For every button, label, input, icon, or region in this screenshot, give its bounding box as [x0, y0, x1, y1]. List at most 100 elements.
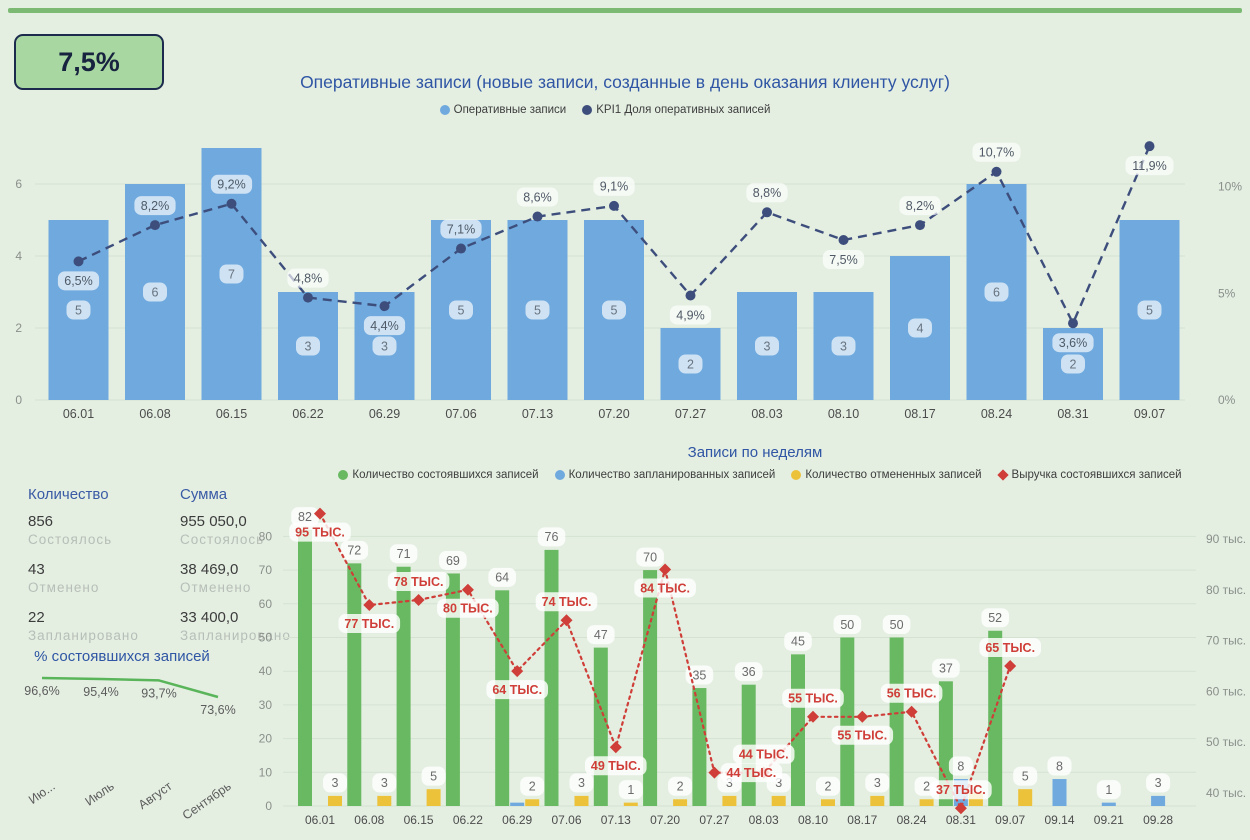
- bar-value-label-bg: [372, 336, 397, 356]
- bar-completed[interactable]: [692, 688, 707, 806]
- x-axis-label: 09.21: [1094, 813, 1124, 827]
- x-axis-label: 06.01: [305, 813, 335, 827]
- bar-cancelled[interactable]: [525, 799, 540, 806]
- bar-completed[interactable]: [347, 563, 362, 806]
- bar-value-label-bg: [668, 776, 693, 796]
- bar-cancelled[interactable]: [771, 795, 786, 806]
- point-kpi1-share[interactable]: [1144, 141, 1155, 152]
- point-kpi1-share[interactable]: [303, 292, 313, 303]
- point-revenue[interactable]: [905, 705, 918, 718]
- point-revenue[interactable]: [807, 710, 819, 723]
- kpi-value-label: 8,2%: [906, 199, 935, 213]
- bar-completed[interactable]: [544, 549, 559, 806]
- bar-value-label: 3: [332, 776, 339, 790]
- x-axis-label: 09.07: [995, 813, 1025, 827]
- kpi-card[interactable]: 7,5%: [14, 34, 164, 90]
- bar-planned[interactable]: [1052, 779, 1067, 806]
- revenue-value-label: 55 ТЫС.: [788, 692, 838, 706]
- point-kpi1-share[interactable]: [609, 200, 619, 211]
- bar-completed[interactable]: [791, 654, 805, 806]
- bar-completed[interactable]: [396, 566, 411, 806]
- revenue-value-label: 74 ТЫС.: [542, 595, 592, 609]
- bar-planned[interactable]: [1151, 795, 1166, 806]
- revenue-value-label-bg: [930, 780, 992, 800]
- revenue-value-label-bg: [979, 638, 1041, 657]
- bar-value-label: 3: [381, 776, 388, 790]
- right-axis-tick: 5%: [1218, 286, 1236, 300]
- right-axis-tick: 40 тыс.: [1206, 786, 1246, 800]
- bar-completed[interactable]: [445, 573, 460, 806]
- bar-completed[interactable]: [889, 637, 904, 807]
- point-kpi1-share[interactable]: [991, 166, 1002, 177]
- bar-planned[interactable]: [510, 802, 525, 806]
- point-revenue[interactable]: [461, 583, 474, 596]
- point-revenue[interactable]: [560, 614, 573, 627]
- summary-cell: 33 400,0 Запланировано: [180, 609, 291, 657]
- revenue-value-label: 84 ТЫС.: [640, 581, 690, 595]
- bar-value-label: 3: [381, 339, 388, 353]
- point-revenue[interactable]: [609, 741, 622, 754]
- legend-item-operational[interactable]: Оперативные записи: [439, 104, 566, 116]
- point-kpi1-share[interactable]: [73, 256, 84, 267]
- bar-cancelled[interactable]: [722, 795, 737, 806]
- bar-completed[interactable]: [988, 630, 1003, 806]
- bar-cancelled[interactable]: [1018, 789, 1033, 806]
- bar-completed[interactable]: [643, 570, 658, 806]
- point-revenue[interactable]: [314, 507, 326, 520]
- bar-completed[interactable]: [938, 681, 953, 806]
- point-revenue[interactable]: [856, 710, 869, 723]
- bar-cancelled[interactable]: [870, 795, 885, 806]
- point-kpi1-share[interactable]: [532, 211, 543, 222]
- right-axis-tick: 60 тыс.: [1206, 684, 1246, 698]
- legend-item-cancelled[interactable]: Количество отмененных записей: [791, 469, 982, 481]
- quantity-cancelled-value: 43: [28, 561, 45, 578]
- bar-cancelled[interactable]: [328, 795, 342, 806]
- legend-item-planned[interactable]: Количество запланированных записей: [554, 469, 775, 481]
- x-axis-label: 07.20: [598, 407, 629, 421]
- point-kpi1-share[interactable]: [150, 220, 160, 231]
- bar-cancelled[interactable]: [426, 789, 441, 806]
- bar-value-label: 5: [1146, 303, 1153, 317]
- kpi-value-label-bg: [1052, 333, 1094, 353]
- circle-legend-icon: [338, 470, 349, 480]
- summary-cell: 43 Отменено: [28, 561, 180, 609]
- point-revenue[interactable]: [1004, 660, 1017, 672]
- bar-value-label-bg: [678, 354, 703, 374]
- point-kpi1-share[interactable]: [226, 198, 237, 209]
- bar-value-label-bg: [1146, 773, 1171, 793]
- kpi-value-label-bg: [440, 219, 482, 239]
- bar-cancelled[interactable]: [821, 799, 835, 806]
- point-revenue[interactable]: [659, 563, 672, 576]
- bar-completed[interactable]: [298, 529, 312, 806]
- point-kpi1-share[interactable]: [762, 207, 772, 218]
- bar-value-label-bg: [537, 527, 566, 547]
- summary-cell: 856 Состоялось: [28, 513, 180, 561]
- point-kpi1-share[interactable]: [456, 243, 466, 254]
- legend-item-kpi1-share[interactable]: KPI1 Доля оперативных записей: [582, 104, 770, 116]
- point-kpi1-share[interactable]: [379, 301, 390, 312]
- bar-value-label: 50: [840, 618, 854, 632]
- bar-completed[interactable]: [840, 637, 855, 807]
- point-kpi1-share[interactable]: [915, 220, 925, 231]
- legend-item-revenue[interactable]: Выручка состоявшихся записей: [996, 469, 1182, 481]
- point-revenue[interactable]: [954, 802, 967, 815]
- point-revenue[interactable]: [412, 593, 425, 606]
- point-revenue[interactable]: [511, 665, 524, 678]
- point-revenue[interactable]: [363, 599, 376, 612]
- point-kpi1-share[interactable]: [838, 235, 849, 246]
- x-axis-label: Сентябрь: [180, 779, 234, 823]
- bar-planned[interactable]: [1101, 802, 1116, 806]
- point-kpi1-share[interactable]: [685, 290, 696, 301]
- bar-cancelled[interactable]: [673, 799, 688, 806]
- legend-item-completed[interactable]: Количество состоявшихся записей: [338, 469, 539, 481]
- point-kpi1-share[interactable]: [1068, 318, 1078, 329]
- bar-cancelled[interactable]: [377, 795, 392, 806]
- bar-completed[interactable]: [593, 647, 608, 806]
- bar-cancelled[interactable]: [623, 802, 638, 806]
- right-axis-tick: 10%: [1218, 180, 1242, 194]
- kpi-value-label: 7,1%: [447, 222, 476, 236]
- bar-cancelled[interactable]: [919, 799, 934, 806]
- bar-cancelled[interactable]: [574, 795, 589, 806]
- kpi-value-label-bg: [822, 250, 865, 270]
- point-revenue[interactable]: [708, 766, 721, 779]
